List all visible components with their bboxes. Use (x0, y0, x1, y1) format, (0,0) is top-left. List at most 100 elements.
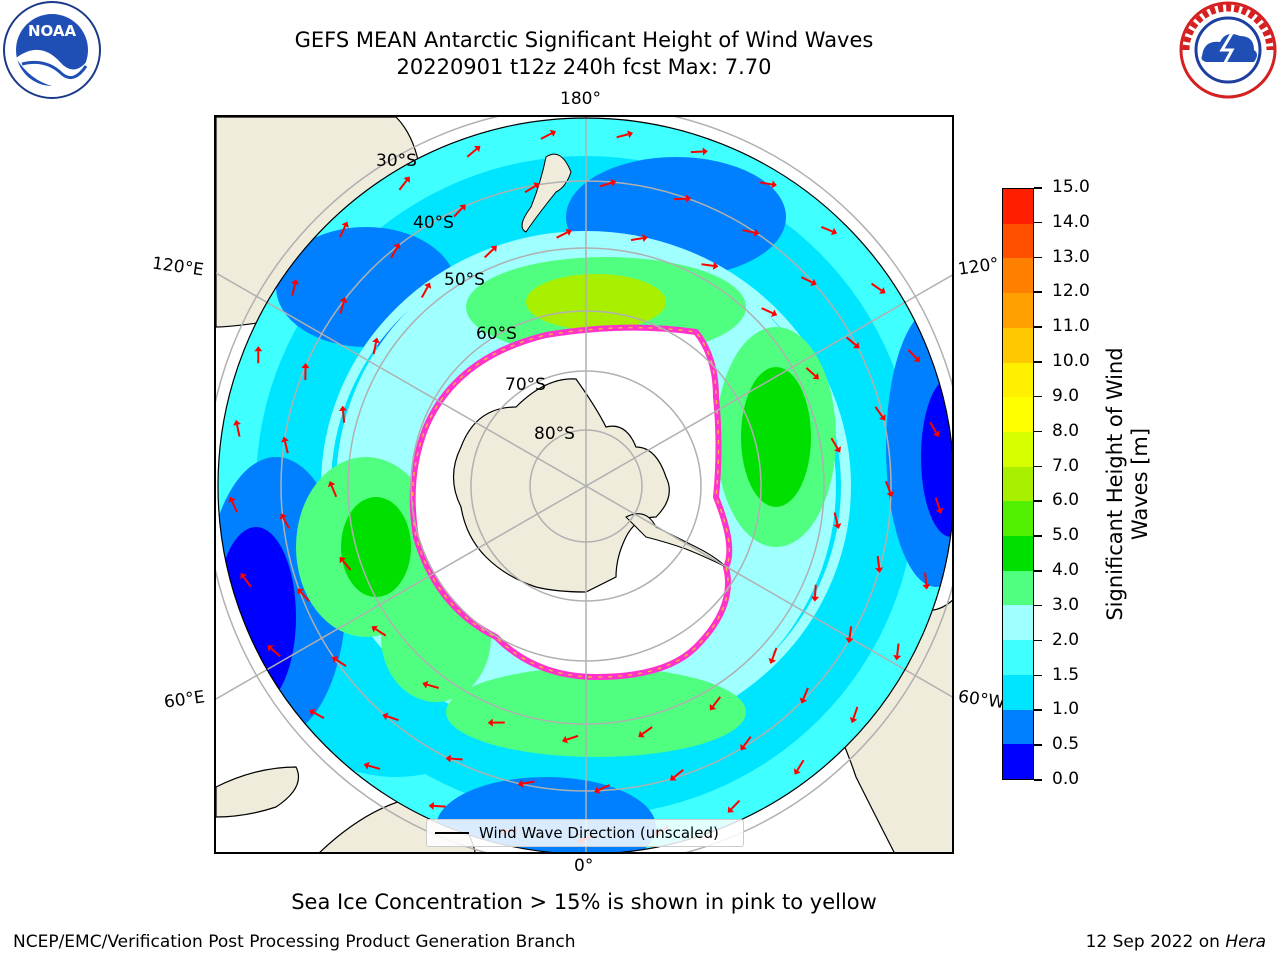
colorbar-tick-label: 9.0 (1052, 385, 1080, 406)
wave-direction-arrowhead (770, 309, 778, 317)
wave-direction-arrowhead (845, 637, 854, 644)
wave-direction-arrowhead (768, 657, 777, 664)
wave-direction-arrowhead (291, 279, 299, 285)
wave-direction-arrowhead (331, 656, 339, 663)
colorbar-tick-label: 0.0 (1052, 769, 1080, 789)
lat-label-80s: 80°S (534, 424, 575, 444)
wave-direction-arrow (312, 711, 325, 719)
colorbar-tick-label: 5.0 (1052, 525, 1080, 546)
colorbar-tick-mark (1034, 326, 1042, 328)
wave-direction-arrow (540, 132, 553, 140)
colorbar-segment (1003, 674, 1033, 710)
wave-direction-arrow (556, 231, 568, 239)
colorbar-tick-mark (1034, 430, 1042, 433)
colorbar-tick-mark (1034, 221, 1042, 224)
colorbar-tick-label: 8.0 (1052, 420, 1080, 441)
wave-direction-arrowhead (812, 372, 820, 380)
colorbar-tick-mark (1034, 570, 1042, 572)
chart-title: GEFS MEAN Antarctic Significant Height o… (294, 28, 874, 52)
wave-direction-arrow (848, 626, 853, 639)
lon-label-120w: 120° (956, 254, 1001, 280)
wave-direction-arrowhead (849, 717, 858, 724)
wave-direction-arrowhead (922, 584, 931, 590)
wave-direction-arrowhead (561, 735, 568, 744)
wave-direction-arrow (335, 658, 347, 668)
wave-direction-arrowhead (393, 243, 401, 250)
wave-direction-arrowhead (811, 596, 820, 602)
wave-direction-arrow (712, 696, 722, 708)
colorbar-tick-label: 7.0 (1052, 455, 1080, 476)
wave-direction-arrowhead (490, 245, 497, 252)
colorbar-segment (1003, 605, 1033, 641)
wave-direction-arrow (484, 248, 495, 259)
graticule (216, 117, 952, 852)
colorbar-tick-label: 15.0 (1052, 177, 1090, 197)
wave-direction-arrowhead (372, 337, 380, 344)
wave-direction-arrowhead (228, 496, 236, 503)
wave-direction-arrow (814, 584, 817, 597)
wave-direction-arrowhead (610, 178, 617, 187)
colorbar-segment (1003, 362, 1033, 398)
wave-direction-arrowhead (339, 556, 346, 564)
wave-direction-arrowhead (297, 588, 304, 595)
colorbar-tick-label: 1.0 (1052, 699, 1080, 720)
wave-direction-arrowhead (459, 204, 466, 211)
wave-direction-arrowhead (339, 405, 348, 412)
lon-label-180: 180° (560, 89, 601, 109)
wave-direction-arrowhead (771, 180, 777, 189)
wave-direction-arrowhead (339, 297, 348, 304)
colorbar-segment (1003, 327, 1033, 363)
colorbar-tick-label: 12.0 (1052, 281, 1090, 302)
colorbar-tick-mark (1034, 744, 1042, 746)
wave-direction-arrow (802, 687, 809, 700)
wave-direction-arrowhead (422, 680, 429, 689)
wave-direction-arrow (833, 512, 839, 525)
wave-direction-arrowhead (327, 481, 336, 488)
wave-direction-arrowhead (638, 730, 645, 738)
colorbar-segment (1003, 570, 1033, 606)
lon-label-60e: 60°E (162, 687, 207, 713)
wave-direction-arrowhead (533, 182, 540, 190)
wave-direction-arrow (368, 764, 381, 770)
wave-direction-arrow (885, 480, 892, 493)
wave-direction-arrowhead (893, 654, 902, 661)
nws-logo-text: NATIONAL WEATHER SERVICE (1221, 95, 1236, 98)
wave-direction-arrow (852, 706, 859, 719)
lon-label-60w: 60°W (956, 686, 1007, 714)
wave-direction-arrowhead (240, 572, 247, 580)
wave-direction-arrow (742, 229, 755, 234)
wave-direction-arrow (466, 148, 478, 158)
colorbar-tick-mark (1034, 779, 1042, 781)
wave-direction-arrow (270, 647, 281, 658)
colorbar-segment (1003, 258, 1033, 294)
wave-direction-arrowhead (833, 523, 842, 530)
wave-direction-arrow (300, 591, 310, 602)
wave-direction-arrowhead (565, 228, 572, 236)
footer-date-text: 12 Sep 2022 on (1085, 932, 1220, 952)
wave-direction-arrowhead (740, 743, 747, 751)
wave-direction-arrow (453, 207, 463, 218)
wave-direction-arrowhead (517, 779, 524, 788)
colorbar-tick-mark (1034, 465, 1042, 468)
wave-direction-arrow (599, 181, 612, 188)
wave-direction-arrowhead (709, 703, 717, 711)
wave-direction-arrow (907, 349, 918, 360)
wave-direction-arrowhead (301, 363, 310, 369)
wave-direction-arrowhead (445, 754, 451, 763)
map-canvas (216, 117, 952, 852)
footer-credit: NCEP/EMC/Verification Post Processing Pr… (13, 932, 576, 952)
wave-direction-arrow (242, 576, 252, 588)
wave-direction-arrow (730, 799, 741, 810)
colorbar-segment (1003, 501, 1033, 537)
wave-direction-arrowhead (712, 261, 719, 270)
colorbar-tick-label: 4.0 (1052, 560, 1080, 581)
footer-host: Hera (1225, 932, 1266, 952)
wave-direction-arrow (291, 283, 296, 296)
wave-direction-arrow (845, 336, 857, 346)
wave-direction-arrow (820, 226, 833, 233)
colorbar-tick-mark (1034, 256, 1042, 259)
wave-direction-arrowhead (727, 806, 735, 813)
colorbar-segment (1003, 744, 1033, 779)
wave-direction-arrowhead (382, 712, 389, 721)
colorbar-tick-label: 11.0 (1052, 316, 1090, 337)
